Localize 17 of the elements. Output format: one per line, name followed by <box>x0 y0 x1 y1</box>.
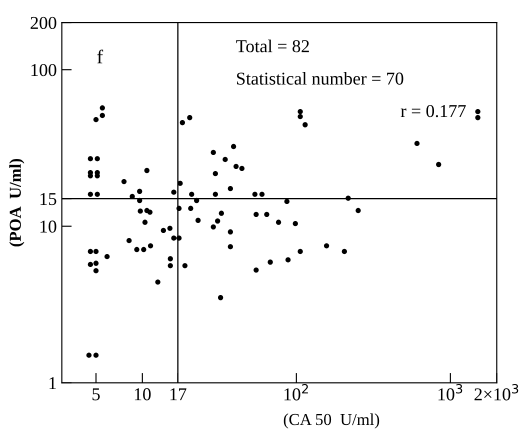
y-tick-label: 10 <box>40 220 56 233</box>
annotation: Statistical number = 70 <box>237 72 404 85</box>
x-axis-title: (CA 50 U/ml) <box>284 413 380 429</box>
y-axis-title: (POA U/ml) <box>9 158 24 246</box>
x-tick-label: 10$^{3}$ <box>438 384 462 400</box>
annotation: Total = 82 <box>236 40 309 52</box>
y-tick-label: 100 <box>31 64 56 76</box>
y-tick-label: 1 <box>50 377 56 390</box>
x-tick-label: 2×10$^{3}$ <box>474 384 518 400</box>
y-tick-label: 15 <box>40 193 56 206</box>
annotation: f <box>97 50 104 64</box>
annotation: r = 0.177 <box>400 104 466 118</box>
x-tick-label: 10 <box>134 388 151 400</box>
x-tick-label: 17 <box>170 388 186 400</box>
y-tick-label: 200 <box>30 16 56 30</box>
x-tick-label: 5 <box>92 388 100 400</box>
x-tick-label: 10$^{2}$ <box>284 384 308 400</box>
